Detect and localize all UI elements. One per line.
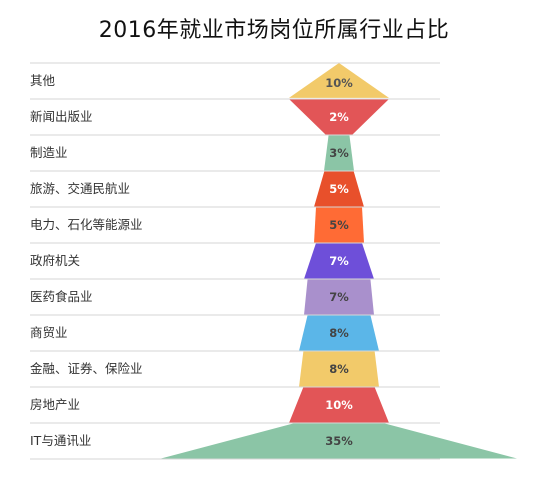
category-label: 房地产业 — [30, 397, 80, 412]
category-label: 政府机关 — [30, 253, 80, 268]
segment-4 — [314, 171, 364, 207]
category-label: 其他 — [30, 73, 56, 88]
segment-8 — [299, 315, 379, 351]
segment-9 — [299, 351, 379, 387]
category-label: 商贸业 — [30, 325, 68, 340]
segment-5 — [314, 207, 364, 243]
segment-2 — [289, 99, 389, 135]
segment-7 — [304, 279, 374, 315]
value-label: 5% — [329, 218, 349, 232]
value-label: 7% — [329, 254, 349, 268]
segment-1 — [289, 63, 389, 98]
value-label: 10% — [325, 76, 353, 90]
segment-10 — [289, 387, 389, 423]
category-label: 医药食品业 — [30, 289, 93, 304]
category-label: 旅游、交通民航业 — [30, 181, 130, 196]
value-label: 8% — [329, 326, 349, 340]
value-label: 5% — [329, 182, 349, 196]
category-label: 制造业 — [30, 145, 68, 160]
value-label: 10% — [325, 398, 353, 412]
category-label: 新闻出版业 — [30, 109, 93, 124]
category-label: IT与通讯业 — [30, 433, 91, 448]
segment-11 — [161, 423, 517, 459]
category-label: 电力、石化等能源业 — [30, 217, 143, 232]
category-label: 金融、证券、保险业 — [30, 361, 143, 376]
value-label: 7% — [329, 290, 349, 304]
value-label: 2% — [329, 110, 349, 124]
value-label: 3% — [329, 146, 349, 160]
value-label: 35% — [325, 434, 353, 448]
chart-title: 2016年就业市场岗位所属行业占比 — [98, 18, 450, 43]
segment-6 — [304, 243, 374, 279]
segment-3 — [324, 135, 354, 171]
value-label: 8% — [329, 362, 349, 376]
